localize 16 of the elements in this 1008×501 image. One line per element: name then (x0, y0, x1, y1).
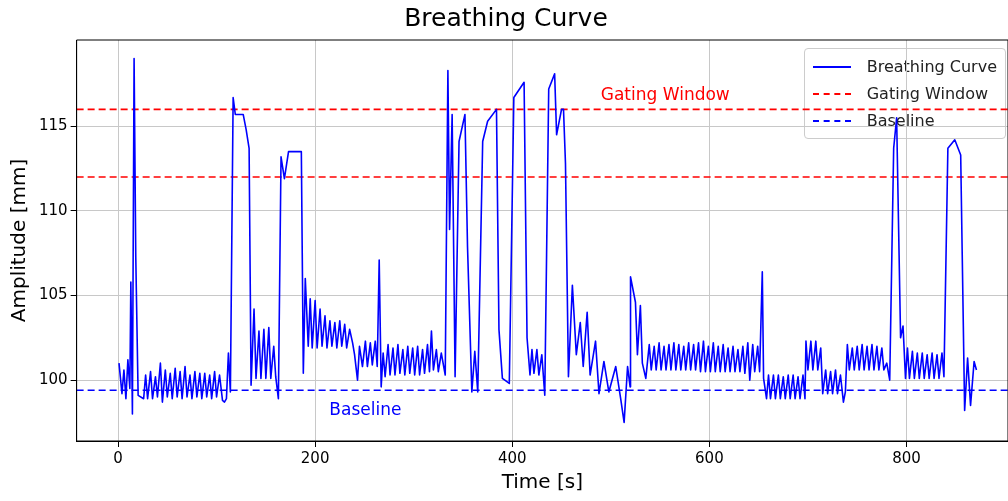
x-tick-label: 0 (113, 448, 123, 467)
y-tick-label: 100 (38, 369, 68, 388)
y-tick-label: 110 (38, 200, 68, 219)
x-tick-label: 400 (497, 448, 527, 467)
y-tick-label: 105 (38, 285, 68, 304)
x-tick-label: 800 (892, 448, 921, 467)
text: Gating Window (600, 83, 730, 104)
legend-label: Breathing Curve (866, 57, 997, 76)
x-tick-label: 600 (695, 448, 724, 467)
legend-label: Gating Window (866, 84, 989, 103)
x-tick-label: 200 (300, 448, 330, 467)
text: Baseline (329, 398, 402, 419)
y-tick-label: 115 (38, 116, 68, 135)
x-axis-title: Time [s] (500, 469, 583, 494)
y-axis-title: Amplitude [mm] (6, 158, 31, 323)
chart-title: Breathing Curve (404, 2, 608, 32)
